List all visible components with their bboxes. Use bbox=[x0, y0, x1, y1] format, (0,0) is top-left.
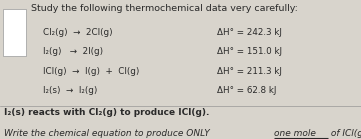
Text: I₂(g)   →  2I(g): I₂(g) → 2I(g) bbox=[43, 47, 104, 56]
Text: ΔH° = 62.8 kJ: ΔH° = 62.8 kJ bbox=[217, 86, 276, 95]
Text: of ICl(g): of ICl(g) bbox=[327, 129, 361, 138]
Text: ΔH° = 151.0 kJ: ΔH° = 151.0 kJ bbox=[217, 47, 282, 56]
Text: ICl(g)  →  I(g)  +  Cl(g): ICl(g) → I(g) + Cl(g) bbox=[43, 67, 140, 76]
FancyBboxPatch shape bbox=[3, 9, 26, 56]
Text: I₂(s)  →  I₂(g): I₂(s) → I₂(g) bbox=[43, 86, 98, 95]
Text: Write the chemical equation to produce ONLY: Write the chemical equation to produce O… bbox=[4, 129, 213, 138]
Text: Study the following thermochemical data very carefully:: Study the following thermochemical data … bbox=[31, 4, 297, 13]
Text: ΔH° = 211.3 kJ: ΔH° = 211.3 kJ bbox=[217, 67, 282, 76]
Text: Cl₂(g)  →  2Cl(g): Cl₂(g) → 2Cl(g) bbox=[43, 28, 113, 37]
Text: I₂(s) reacts with Cl₂(g) to produce ICl(g).: I₂(s) reacts with Cl₂(g) to produce ICl(… bbox=[4, 108, 210, 117]
Text: one mole: one mole bbox=[274, 129, 316, 138]
Text: ΔH° = 242.3 kJ: ΔH° = 242.3 kJ bbox=[217, 28, 282, 37]
